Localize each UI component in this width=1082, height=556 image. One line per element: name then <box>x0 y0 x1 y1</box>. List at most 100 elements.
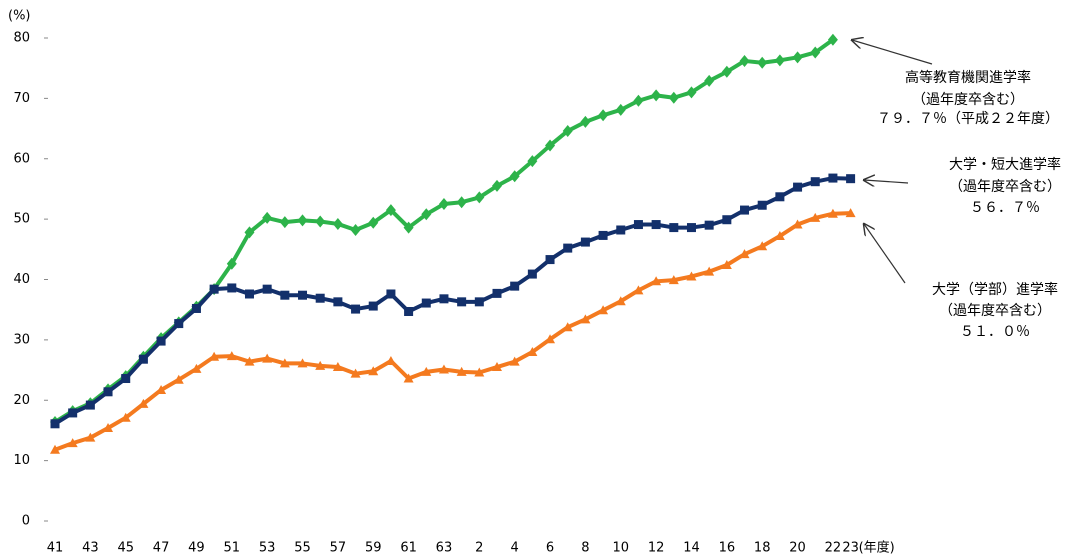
marker <box>740 205 750 215</box>
marker <box>757 241 768 251</box>
marker <box>615 296 626 306</box>
x-tick-label: 51 <box>224 541 241 556</box>
x-tick-label: 59 <box>365 541 382 556</box>
marker <box>510 281 520 291</box>
x-tick-label: 20 <box>789 541 806 556</box>
marker <box>315 360 326 370</box>
marker <box>527 346 538 356</box>
marker <box>350 368 361 378</box>
marker <box>810 177 820 187</box>
marker <box>385 204 396 217</box>
marker <box>721 260 732 270</box>
x-tick-label: 47 <box>153 541 170 556</box>
marker <box>739 54 750 67</box>
marker <box>774 231 785 241</box>
marker <box>651 276 662 286</box>
marker <box>633 220 643 230</box>
marker <box>262 353 273 363</box>
marker <box>421 208 432 221</box>
marker <box>298 290 308 300</box>
marker <box>191 303 201 313</box>
marker <box>704 266 715 276</box>
marker <box>68 408 78 418</box>
marker <box>668 275 679 285</box>
marker <box>50 444 60 454</box>
x-tick-label: 10 <box>612 541 629 556</box>
y-tick-label: 60 <box>13 151 30 166</box>
annotation-arrow <box>864 224 906 284</box>
annotation: ７９．７％（平成２２年度） <box>877 111 1059 127</box>
marker <box>846 174 856 184</box>
annotation: 大学（学部）進学率 <box>932 281 1058 298</box>
x-tick-label: 43 <box>82 541 99 556</box>
y-tick-label: 70 <box>13 91 30 106</box>
series-line <box>54 211 851 452</box>
marker <box>545 139 556 152</box>
x-tick-label: 55 <box>294 541 311 556</box>
marker <box>244 289 254 299</box>
annotation-arrow <box>864 180 909 183</box>
marker <box>438 364 449 374</box>
marker <box>474 297 484 307</box>
x-axis-label: (年度) <box>859 540 895 556</box>
marker <box>598 305 609 315</box>
marker <box>174 319 184 329</box>
marker <box>279 216 290 229</box>
marker <box>456 196 467 209</box>
marker <box>757 200 767 210</box>
y-axis-label: (%) <box>8 9 31 24</box>
annotation: （過年度卒含む） <box>949 179 1061 195</box>
marker <box>775 192 785 202</box>
marker <box>509 170 520 183</box>
marker <box>792 219 803 229</box>
marker <box>456 366 467 376</box>
annotation: ５１．０％ <box>960 324 1030 340</box>
marker <box>121 374 131 384</box>
marker <box>262 284 272 294</box>
marker <box>404 306 414 316</box>
marker <box>774 54 785 67</box>
marker <box>686 271 697 281</box>
y-tick-label: 30 <box>13 332 30 347</box>
x-tick-label: 2 <box>475 541 483 556</box>
marker <box>244 226 255 239</box>
marker <box>722 215 732 225</box>
marker <box>67 438 78 448</box>
marker <box>562 322 573 332</box>
marker <box>332 362 343 372</box>
marker <box>598 230 608 240</box>
marker <box>721 65 732 78</box>
marker <box>527 155 538 168</box>
marker <box>315 215 326 228</box>
x-tick-label: 18 <box>754 541 771 556</box>
marker <box>527 269 537 279</box>
marker <box>50 419 60 429</box>
marker <box>686 223 696 233</box>
marker <box>138 398 149 408</box>
marker <box>580 314 591 324</box>
marker <box>191 363 202 373</box>
marker <box>280 290 290 300</box>
marker <box>173 374 184 384</box>
x-tick-label: 14 <box>683 541 700 556</box>
marker <box>297 358 308 368</box>
marker <box>403 373 414 383</box>
marker <box>85 432 96 442</box>
y-tick-label: 10 <box>13 453 30 468</box>
marker <box>227 283 237 293</box>
marker <box>545 334 556 344</box>
y-tick-label: 50 <box>13 212 30 227</box>
marker <box>244 356 255 366</box>
marker <box>492 362 502 372</box>
marker <box>492 288 502 298</box>
marker <box>103 423 114 433</box>
marker <box>279 358 290 368</box>
marker <box>704 220 714 230</box>
annotation-arrow <box>852 40 933 65</box>
marker <box>385 356 396 366</box>
marker <box>616 225 626 235</box>
annotation: （過年度卒含む） <box>912 92 1024 108</box>
x-tick-label: 8 <box>581 541 589 556</box>
marker <box>226 257 237 270</box>
